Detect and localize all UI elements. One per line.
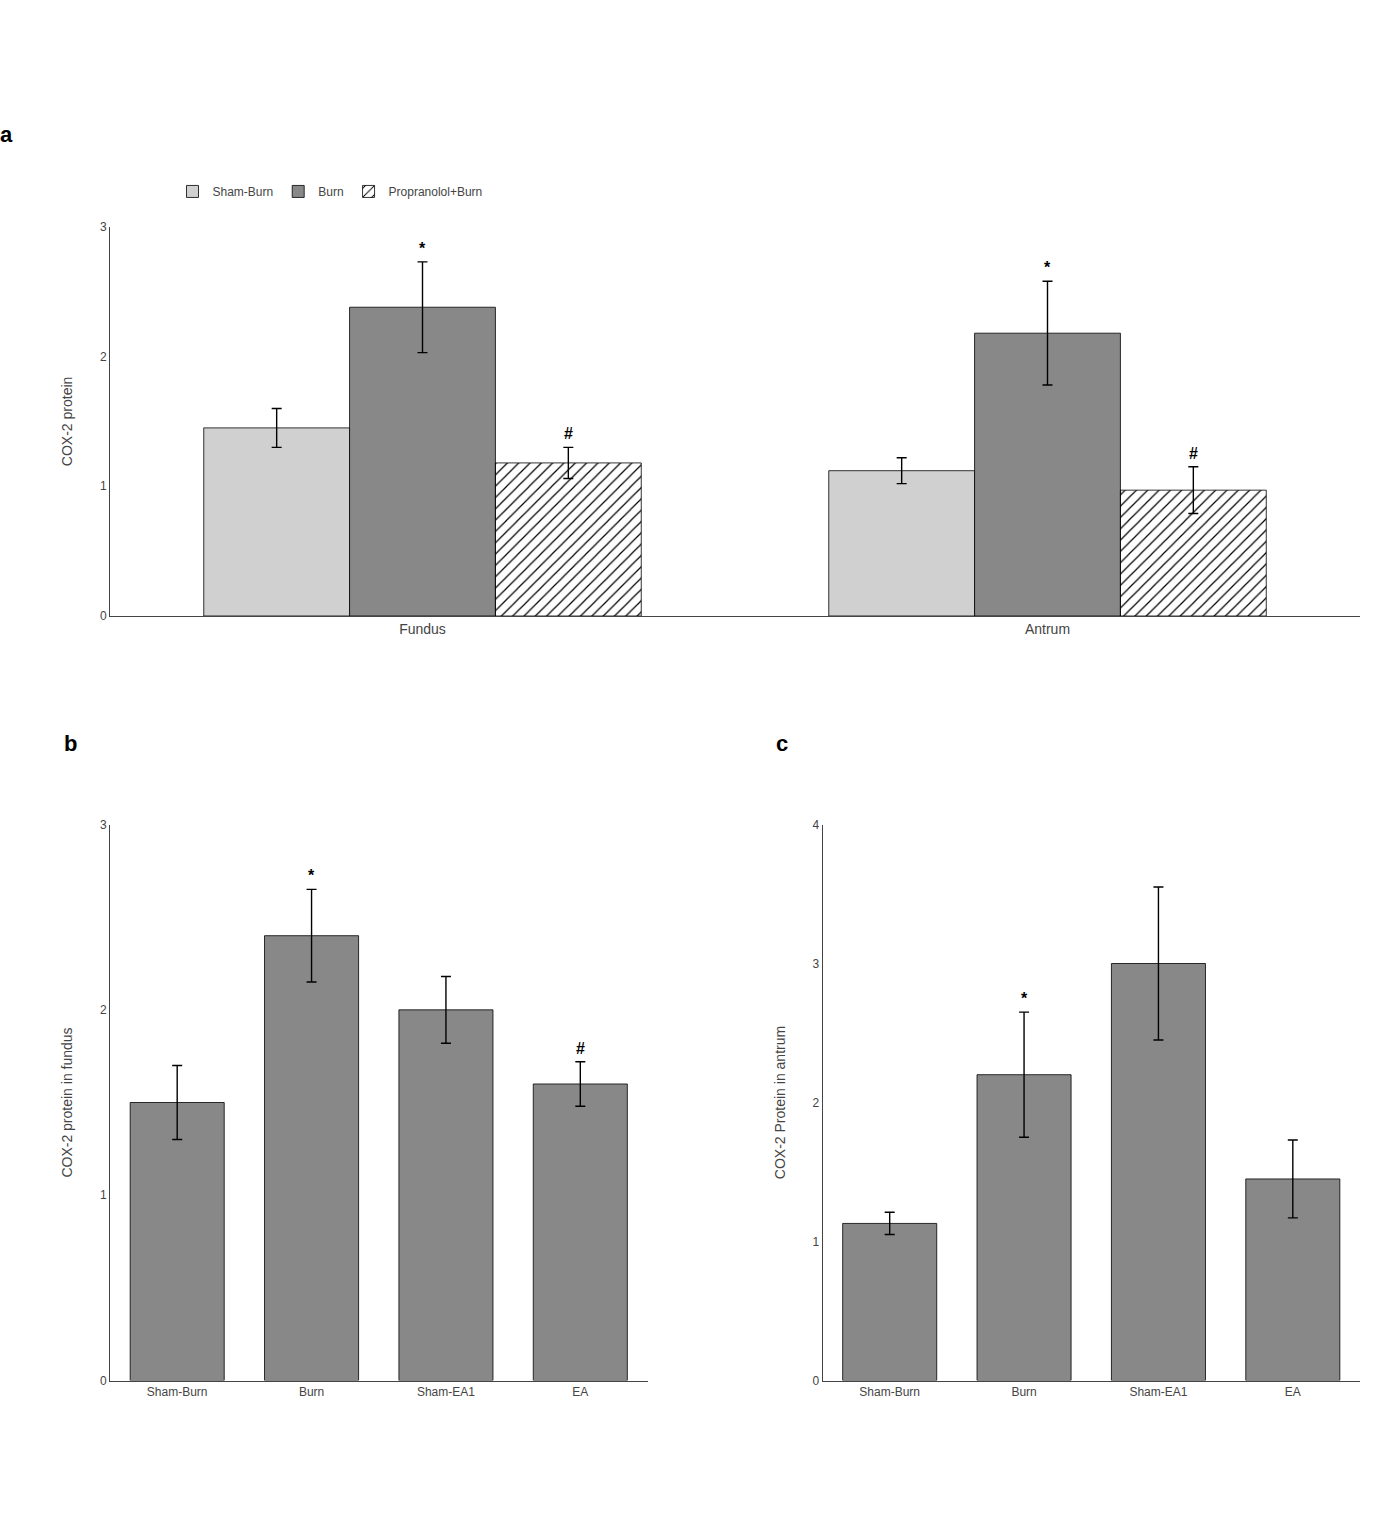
svg-text:*: * <box>1044 259 1051 276</box>
svg-text:0: 0 <box>100 609 107 623</box>
svg-text:#: # <box>576 1040 585 1057</box>
svg-text:#: # <box>1189 445 1198 462</box>
svg-text:4: 4 <box>812 818 819 832</box>
svg-text:Fundus: Fundus <box>399 621 446 637</box>
svg-text:Burn: Burn <box>299 1385 324 1399</box>
svg-text:Sham-EA1: Sham-EA1 <box>417 1385 475 1399</box>
svg-text:*: * <box>308 867 315 884</box>
svg-text:*: * <box>419 240 426 257</box>
svg-text:Burn: Burn <box>1011 1385 1036 1399</box>
svg-text:Sham-Burn: Sham-Burn <box>147 1385 208 1399</box>
svg-text:EA: EA <box>1285 1385 1301 1399</box>
svg-text:COX-2 Protein in antrum: COX-2 Protein in antrum <box>772 1026 788 1179</box>
svg-text:Sham-EA1: Sham-EA1 <box>1129 1385 1187 1399</box>
svg-text:Propranolol+Burn: Propranolol+Burn <box>389 185 483 199</box>
svg-text:Sham-Burn: Sham-Burn <box>213 185 274 199</box>
svg-text:1: 1 <box>812 1235 819 1249</box>
svg-text:a: a <box>0 122 13 147</box>
svg-text:0: 0 <box>100 1374 107 1388</box>
svg-text:*: * <box>1021 990 1028 1007</box>
svg-text:0: 0 <box>812 1374 819 1388</box>
svg-text:COX-2 protein: COX-2 protein <box>59 377 75 466</box>
svg-text:b: b <box>64 731 77 756</box>
svg-text:Antrum: Antrum <box>1025 621 1070 637</box>
svg-text:EA: EA <box>572 1385 588 1399</box>
svg-text:1: 1 <box>100 1188 107 1202</box>
svg-text:1: 1 <box>100 479 107 493</box>
svg-text:Sham-Burn: Sham-Burn <box>859 1385 920 1399</box>
svg-text:2: 2 <box>100 350 107 364</box>
svg-text:3: 3 <box>100 818 107 832</box>
svg-text:c: c <box>776 731 788 756</box>
svg-text:3: 3 <box>812 957 819 971</box>
svg-text:COX-2 protein in fundus: COX-2 protein in fundus <box>59 1027 75 1177</box>
svg-text:3: 3 <box>100 220 107 234</box>
svg-text:2: 2 <box>812 1096 819 1110</box>
svg-text:#: # <box>564 425 573 442</box>
svg-text:Burn: Burn <box>318 185 343 199</box>
svg-text:2: 2 <box>100 1003 107 1017</box>
